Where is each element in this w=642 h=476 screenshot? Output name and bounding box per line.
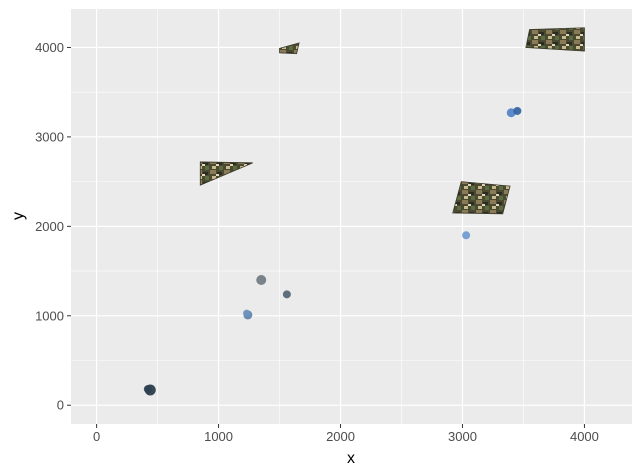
data-point xyxy=(143,385,152,394)
x-axis-ticks: 0 1000 2000 3000 4000 xyxy=(93,424,599,444)
y-tick-label: 3000 xyxy=(35,129,64,144)
data-point xyxy=(243,309,251,317)
y-axis-title: y xyxy=(10,212,27,220)
image-patch xyxy=(452,181,511,215)
y-axis-ticks: 0 1000 2000 3000 4000 xyxy=(35,40,71,413)
data-points xyxy=(143,106,522,396)
grid-minor xyxy=(71,9,632,424)
x-tick-label: 0 xyxy=(93,429,100,444)
x-tick-label: 3000 xyxy=(448,429,477,444)
data-point xyxy=(462,231,471,240)
x-tick-label: 4000 xyxy=(570,429,599,444)
image-patch xyxy=(525,27,585,52)
data-point xyxy=(513,106,522,115)
grid-major xyxy=(71,9,632,424)
image-patch xyxy=(199,161,253,186)
image-patch xyxy=(279,42,300,55)
x-tick-label: 1000 xyxy=(204,429,233,444)
x-axis-title: x xyxy=(347,450,355,467)
data-point xyxy=(256,275,267,286)
y-tick-label: 2000 xyxy=(35,219,64,234)
image-patches xyxy=(199,27,585,215)
x-tick-label: 2000 xyxy=(326,429,355,444)
data-point xyxy=(282,290,291,299)
y-tick-label: 4000 xyxy=(35,40,64,55)
y-tick-label: 1000 xyxy=(35,308,64,323)
plot-panel xyxy=(71,9,632,424)
y-tick-label: 0 xyxy=(57,398,64,413)
